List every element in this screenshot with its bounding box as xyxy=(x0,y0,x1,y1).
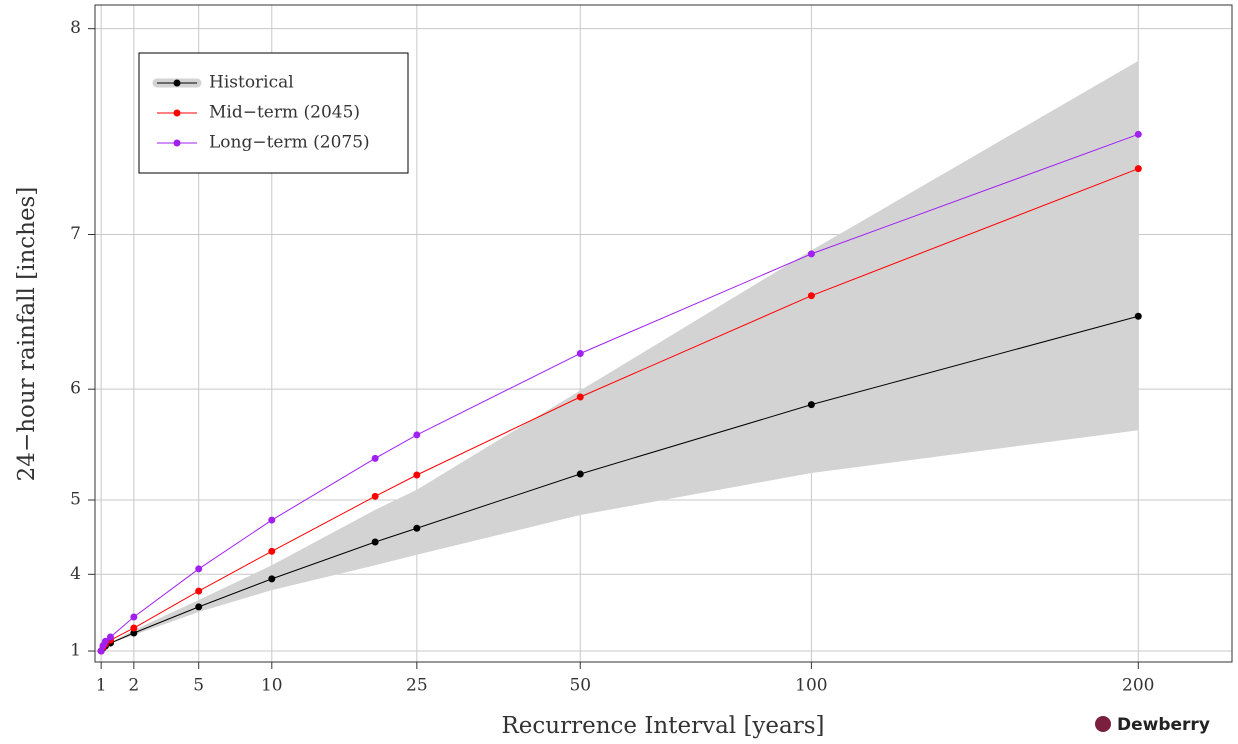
data-point xyxy=(97,647,105,655)
data-point xyxy=(268,516,276,524)
x-tick-label: 1 xyxy=(96,676,107,696)
x-tick-label: 5 xyxy=(193,676,204,696)
data-point xyxy=(130,613,138,621)
data-point xyxy=(1134,312,1142,320)
data-point xyxy=(130,629,138,637)
legend-marker xyxy=(173,109,181,117)
data-point xyxy=(576,349,584,357)
data-point xyxy=(413,431,421,439)
data-point xyxy=(413,524,421,532)
legend-label: Historical xyxy=(209,73,294,93)
data-point xyxy=(195,603,203,611)
data-point xyxy=(1134,130,1142,138)
data-point xyxy=(371,492,379,500)
y-tick-label: 8 xyxy=(70,18,81,38)
data-point xyxy=(576,393,584,401)
data-point xyxy=(106,633,114,641)
y-axis-title: 24−hour rainfall [inches] xyxy=(14,187,40,482)
data-point xyxy=(807,250,815,258)
data-point xyxy=(268,575,276,583)
x-tick-label: 200 xyxy=(1122,676,1154,696)
legend-label: Mid−term (2045) xyxy=(209,103,360,123)
x-tick-label: 50 xyxy=(569,676,591,696)
y-tick-label: 6 xyxy=(70,379,81,399)
data-point xyxy=(101,637,109,645)
y-tick-label: 1 xyxy=(70,641,81,661)
data-point xyxy=(371,538,379,546)
data-point xyxy=(1134,165,1142,173)
x-axis-title: Recurrence Interval [years] xyxy=(501,713,824,739)
y-tick-label: 5 xyxy=(70,490,81,510)
x-tick-label: 2 xyxy=(128,676,139,696)
data-point xyxy=(807,401,815,409)
data-point xyxy=(576,470,584,478)
data-point xyxy=(195,565,203,573)
data-point xyxy=(371,454,379,462)
data-point xyxy=(413,471,421,479)
logo-icon xyxy=(1095,716,1111,732)
plot-frame xyxy=(94,4,1233,663)
legend-label: Long−term (2075) xyxy=(209,133,370,153)
x-tick-label: 100 xyxy=(795,676,827,696)
data-point xyxy=(195,587,203,595)
brand-name: Dewberry xyxy=(1117,715,1210,735)
data-point xyxy=(268,547,276,555)
legend-marker xyxy=(173,139,181,147)
y-tick-label: 7 xyxy=(70,224,81,244)
brand-logo: Dewberry xyxy=(1095,715,1210,735)
y-tick-label: 4 xyxy=(70,564,81,584)
confidence-band xyxy=(101,60,1139,652)
data-point xyxy=(807,292,815,300)
legend-marker xyxy=(173,79,181,87)
x-tick-label: 25 xyxy=(406,676,428,696)
data-point xyxy=(130,624,138,632)
x-tick-label: 10 xyxy=(261,676,283,696)
